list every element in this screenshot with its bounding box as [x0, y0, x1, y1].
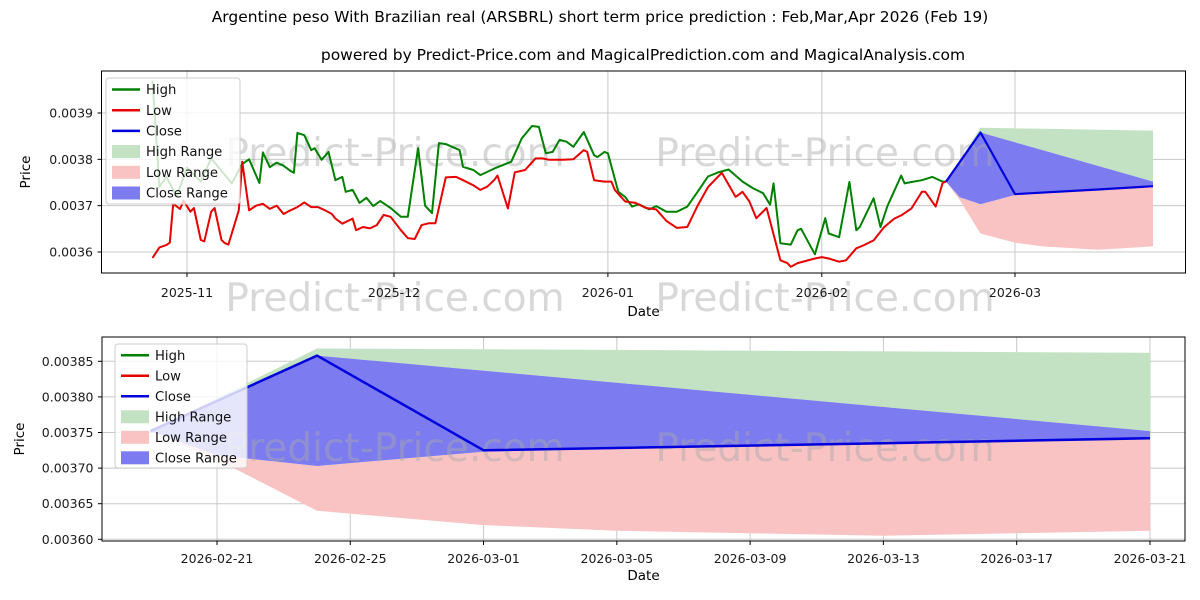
legend-item: High Range	[112, 145, 222, 160]
legend-item: Close	[121, 390, 191, 405]
watermark-text: Predict-Price.com	[655, 131, 994, 176]
legend-patch-swatch	[121, 451, 149, 465]
low-range-area	[150, 431, 1150, 536]
x-tick-label: 2026-02-25	[314, 551, 387, 566]
legend-item: Low Range	[121, 430, 227, 446]
x-tick-label: 2026-02	[796, 285, 848, 300]
legend-item-label: Low Range	[146, 166, 218, 181]
close-range-area	[946, 132, 1153, 205]
low-line	[151, 149, 947, 268]
y-tick-label: 0.0038	[49, 152, 93, 167]
legend-item: Low Range	[112, 165, 218, 181]
legend-item: Low	[121, 369, 181, 384]
bottom-chart: Predict-Price.com Predict-Price.com 2026-0…	[12, 336, 1187, 584]
chart-subtitle: powered by Predict-Price.com and Magical…	[320, 46, 966, 64]
close-line	[945, 131, 1154, 196]
legend: High Low Close High Range Low Range Close Ran…	[105, 77, 241, 205]
watermark-text: Predict-Price.com	[225, 276, 564, 321]
legend-item-label: Close	[146, 125, 182, 140]
x-tick-label: 2026-03-13	[847, 551, 920, 566]
x-tick-label: 2026-03-21	[1114, 551, 1187, 566]
top-chart: Predict-Price.com Predict-Price.com Predic…	[18, 70, 1186, 321]
legend-patch-swatch	[112, 165, 140, 179]
watermark-text: Predict-Price.com	[655, 426, 994, 471]
legend-item-label: Low	[146, 104, 172, 119]
x-tick-label: 2026-03-09	[714, 551, 787, 566]
legend-patch-swatch	[121, 410, 149, 424]
high-range-area	[150, 348, 1150, 432]
y-tick-label: 0.0039	[49, 106, 93, 121]
close-range-area	[150, 355, 1150, 466]
legend: High Low Close High Range Low Range Close Ran…	[114, 343, 248, 469]
legend-item: High	[121, 349, 185, 364]
legend-item-label: Low Range	[155, 431, 227, 446]
y-tick-label: 0.00360	[42, 532, 94, 547]
y-tick-label: 0.0037	[49, 198, 93, 213]
y-tick-label: 0.00380	[42, 389, 94, 404]
y-tick-label: 0.00365	[42, 496, 94, 511]
watermark-text: Predict-Price.com	[225, 131, 564, 176]
plot-border	[101, 336, 1186, 542]
legend-patch-swatch	[112, 186, 140, 200]
plot-border	[101, 70, 1186, 274]
legend-item-label: High	[155, 349, 185, 364]
legend-item: High Range	[121, 410, 231, 425]
x-axis-label: Date	[627, 568, 659, 584]
y-tick-label: 0.00375	[42, 425, 94, 440]
y-tick-label: 0.0036	[49, 245, 93, 260]
x-tick-label: 2025-12	[368, 285, 420, 300]
y-axis-label: Price	[12, 423, 28, 456]
legend-item: Low	[112, 104, 172, 119]
watermark-text: Predict-Price.com	[225, 426, 564, 471]
x-tick-label: 2026-02-21	[181, 551, 254, 566]
chart-title: Argentine peso With Brazilian real (ARSB…	[211, 8, 989, 26]
x-tick-label: 2025-11	[161, 285, 213, 300]
x-tick-label: 2026-03-17	[980, 551, 1053, 566]
legend-item-label: High Range	[155, 410, 231, 425]
y-tick-label: 0.00370	[42, 461, 94, 476]
legend-item: Close Range	[121, 451, 237, 466]
low-range-area	[946, 181, 1153, 250]
y-tick-label: 0.00385	[42, 354, 94, 369]
legend-item-label: High	[146, 83, 176, 98]
legend-item: High	[112, 83, 176, 98]
legend-item-label: Close Range	[146, 187, 228, 202]
y-axis-label: Price	[18, 156, 34, 189]
x-tick-label: 2026-03-05	[581, 551, 654, 566]
x-tick-label: 2026-01	[582, 285, 634, 300]
legend-item-label: High Range	[146, 145, 222, 160]
legend-item-label: Close Range	[155, 451, 237, 466]
legend-patch-swatch	[112, 145, 140, 159]
x-tick-label: 2026-03-01	[447, 551, 520, 566]
high-range-area	[946, 127, 1153, 182]
legend-item: Close	[112, 125, 182, 140]
high-line	[151, 80, 946, 256]
x-tick-label: 2026-03	[989, 285, 1041, 300]
x-axis-label: Date	[627, 304, 659, 320]
close-line	[149, 354, 1151, 452]
watermark-text: Predict-Price.com	[655, 276, 994, 321]
legend-patch-swatch	[121, 430, 149, 444]
legend-item: Close Range	[112, 186, 228, 202]
legend-item-label: Close	[155, 390, 191, 405]
legend-item-label: Low	[155, 369, 181, 384]
